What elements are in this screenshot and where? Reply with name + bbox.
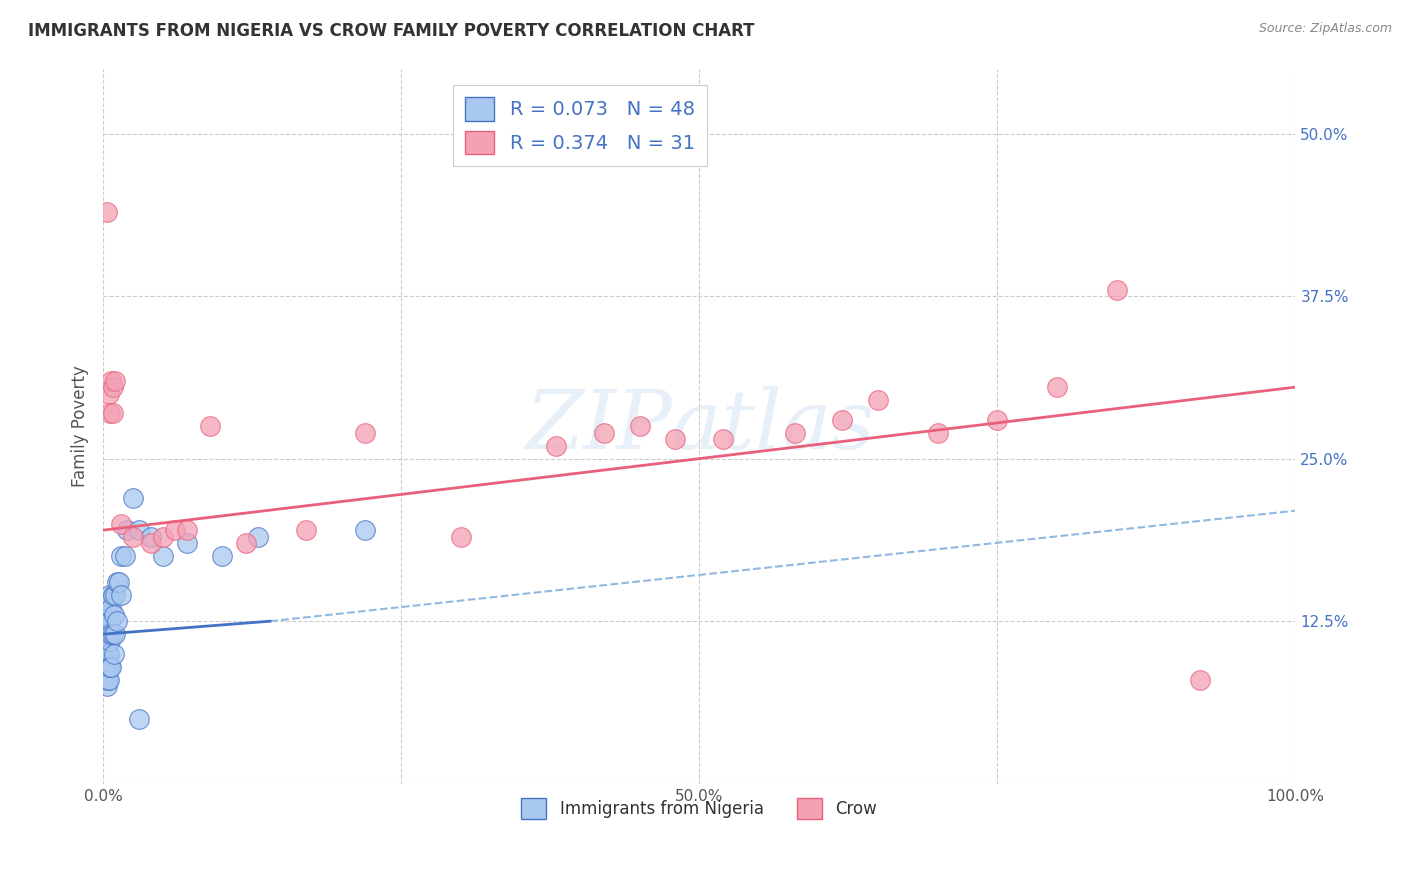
Point (986, 412, 1008, 426)
Point (235, 536, 257, 550)
Legend: Immigrants from Nigeria, Crow: Immigrants from Nigeria, Crow (515, 792, 884, 825)
Point (100, 659, 122, 673)
Point (783, 425, 806, 440)
Point (104, 627, 127, 641)
Point (101, 406, 124, 420)
Point (546, 439, 568, 453)
Point (97, 659, 120, 673)
Point (593, 425, 616, 440)
Point (628, 419, 651, 434)
Point (115, 523, 138, 537)
Point (96, 653, 118, 667)
Point (107, 614, 129, 628)
Point (247, 530, 270, 544)
Point (295, 523, 318, 537)
Point (98, 647, 121, 661)
Point (450, 530, 472, 544)
Point (98, 406, 121, 420)
Point (107, 575, 129, 590)
Point (868, 393, 890, 408)
Point (98, 595, 121, 609)
Point (98, 633, 121, 648)
Point (98, 614, 121, 628)
Point (97, 673, 120, 687)
Point (101, 380, 124, 394)
Point (176, 523, 198, 537)
Point (96, 679, 118, 693)
Point (114, 549, 136, 564)
Text: Source: ZipAtlas.com: Source: ZipAtlas.com (1258, 22, 1392, 36)
Point (152, 549, 174, 564)
Point (103, 647, 125, 661)
Point (96, 204, 118, 219)
Point (110, 516, 132, 531)
Point (98, 386, 121, 401)
Point (100, 601, 122, 615)
Point (1046, 380, 1069, 394)
Point (100, 627, 122, 641)
Point (354, 425, 377, 440)
Point (664, 432, 686, 446)
Point (122, 530, 145, 544)
Point (94, 673, 117, 687)
Point (98, 627, 121, 641)
Point (103, 607, 125, 622)
Text: ZIP​atlas: ZIP​atlas (524, 386, 875, 467)
Point (927, 425, 949, 440)
Point (96, 666, 118, 681)
Point (122, 491, 145, 505)
Point (107, 575, 129, 590)
Point (94, 659, 117, 673)
Point (152, 530, 174, 544)
Point (139, 530, 162, 544)
Point (1105, 283, 1128, 297)
Point (104, 588, 127, 602)
Point (101, 627, 124, 641)
Point (128, 712, 150, 726)
Text: IMMIGRANTS FROM NIGERIA VS CROW FAMILY POVERTY CORRELATION CHART: IMMIGRANTS FROM NIGERIA VS CROW FAMILY P… (28, 22, 755, 40)
Point (94, 647, 117, 661)
Y-axis label: Family Poverty: Family Poverty (72, 365, 89, 487)
Point (110, 549, 132, 564)
Point (98, 673, 121, 687)
Point (354, 523, 377, 537)
Point (163, 523, 186, 537)
Point (97, 627, 120, 641)
Point (831, 412, 853, 426)
Point (97, 647, 120, 661)
Point (98, 659, 121, 673)
Point (139, 536, 162, 550)
Point (176, 536, 198, 550)
Point (98, 659, 121, 673)
Point (104, 374, 127, 388)
Point (200, 419, 222, 434)
Point (98, 607, 121, 622)
Point (96, 627, 118, 641)
Point (211, 549, 233, 564)
Point (128, 523, 150, 537)
Point (1189, 673, 1212, 687)
Point (101, 588, 124, 602)
Point (98, 588, 121, 602)
Point (96, 640, 118, 655)
Point (711, 432, 734, 446)
Point (110, 588, 132, 602)
Point (97, 607, 120, 622)
Point (100, 374, 122, 388)
